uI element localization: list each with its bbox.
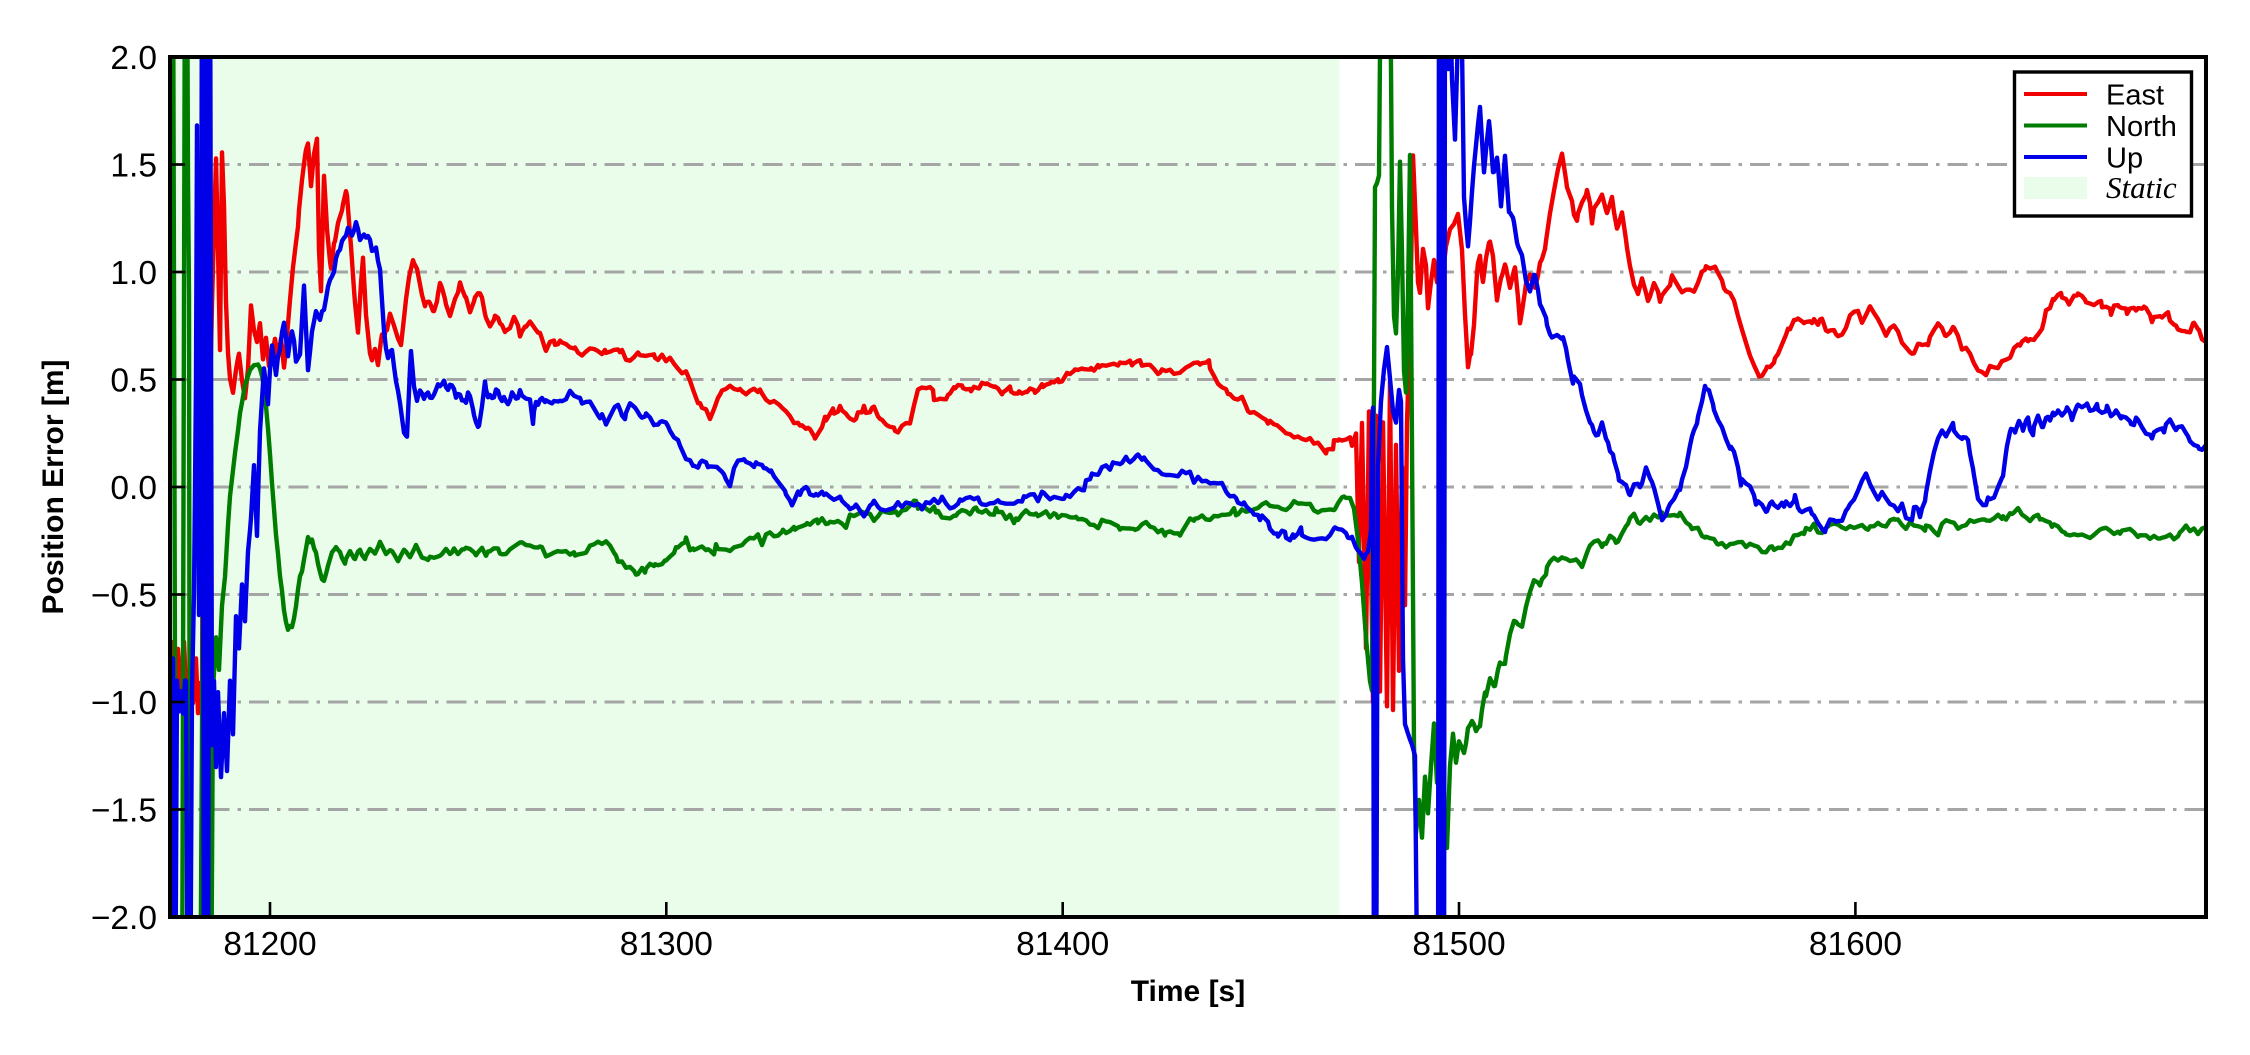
svg-text:−1.0: −1.0 (91, 685, 157, 722)
svg-text:81600: 81600 (1809, 926, 1902, 963)
svg-text:−0.5: −0.5 (91, 578, 157, 615)
svg-text:1.0: 1.0 (110, 255, 157, 292)
svg-text:81500: 81500 (1412, 926, 1505, 963)
svg-text:Up: Up (2106, 143, 2143, 175)
svg-text:Time [s]: Time [s] (1131, 975, 1245, 1008)
svg-text:−2.0: −2.0 (91, 900, 157, 937)
svg-text:Position Error [m]: Position Error [m] (37, 359, 70, 614)
svg-text:0.5: 0.5 (110, 363, 157, 400)
svg-text:North: North (2106, 111, 2177, 143)
svg-text:Static: Static (2106, 170, 2177, 205)
svg-text:0.0: 0.0 (110, 470, 157, 507)
svg-text:81400: 81400 (1016, 926, 1109, 963)
svg-text:81200: 81200 (223, 926, 316, 963)
svg-text:−1.5: −1.5 (91, 793, 157, 830)
svg-text:2.0: 2.0 (110, 40, 157, 77)
svg-text:81300: 81300 (620, 926, 713, 963)
svg-text:1.5: 1.5 (110, 148, 157, 185)
svg-text:East: East (2106, 80, 2164, 112)
